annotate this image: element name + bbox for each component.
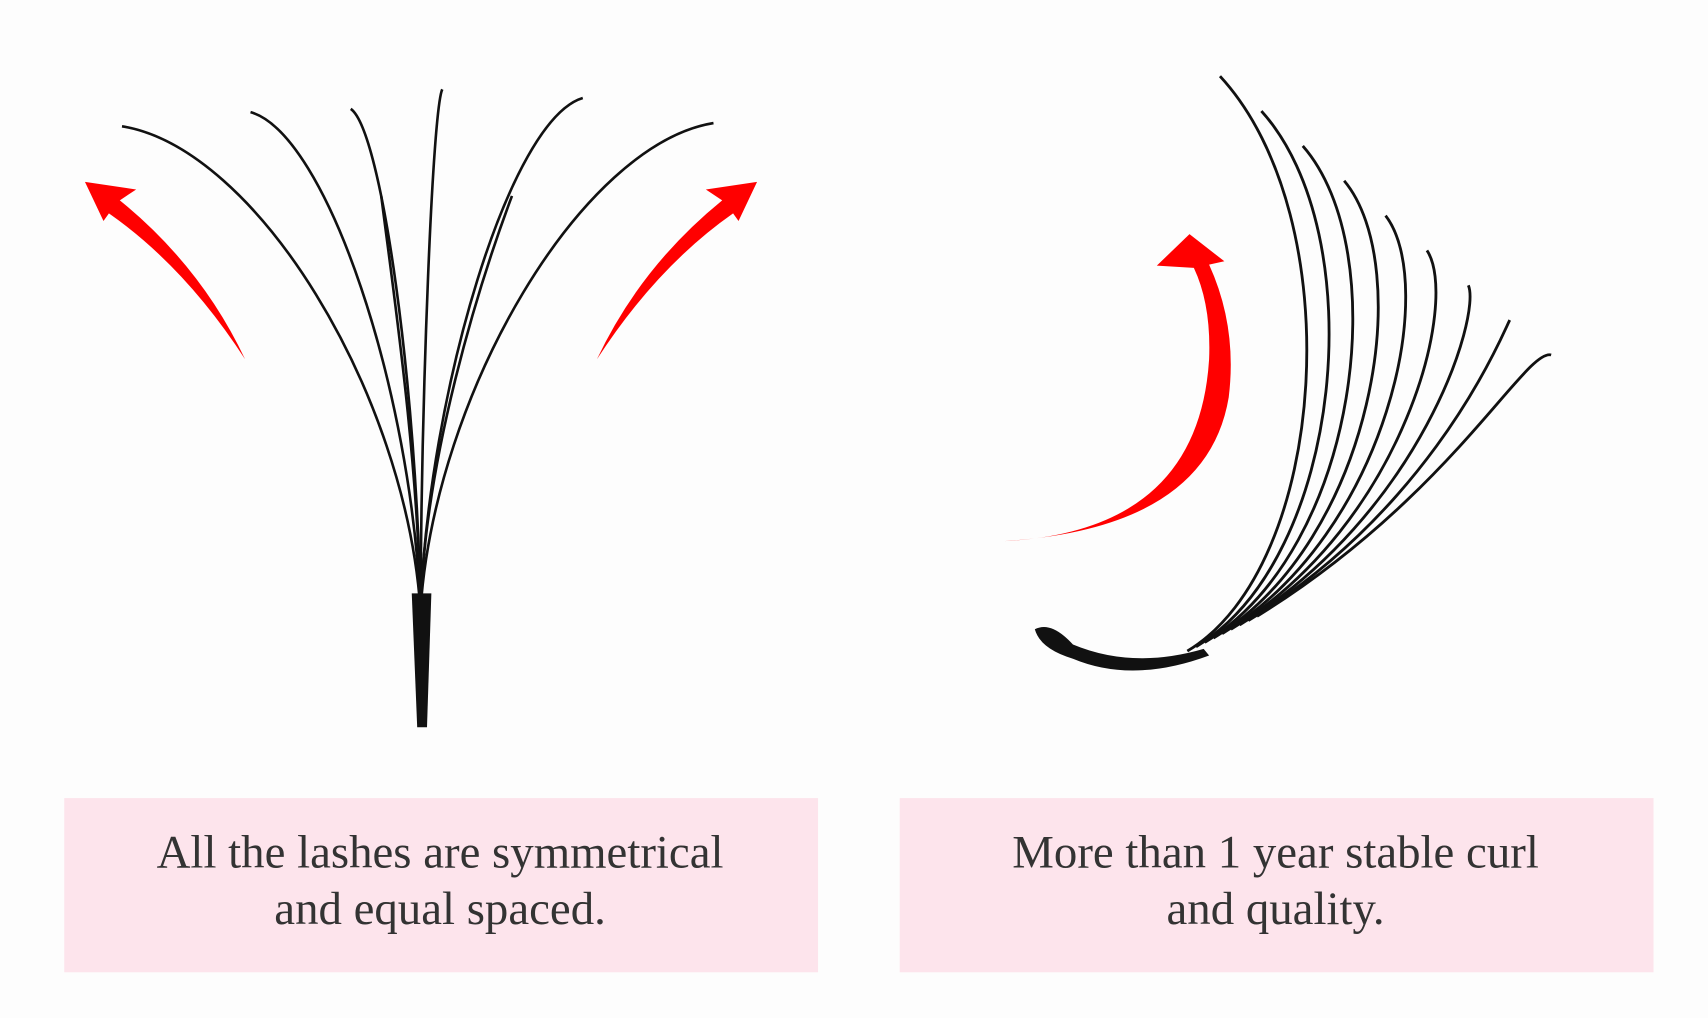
lash [121,125,422,610]
lash [1204,144,1355,644]
curl-base [1034,626,1210,671]
caption-line: and quality. [1167,883,1385,935]
curl-arrow [1004,234,1231,542]
lash [1247,319,1512,622]
lash [419,121,714,610]
lash [1256,353,1552,618]
left-arrow [84,181,246,360]
right-arrow [596,181,758,360]
caption-box [899,798,1654,973]
caption-line: and equal spaced. [274,883,606,935]
lash [1195,110,1331,648]
lash [1186,75,1309,653]
caption-box [64,798,819,973]
lash [1230,249,1438,631]
lash [1212,179,1380,640]
caption-line: All the lashes are symmetrical [157,827,724,879]
lash [1221,214,1408,635]
lash [1238,284,1472,627]
fan-base [411,593,432,728]
lash [250,110,422,610]
fan-lashes [121,88,714,610]
caption-line: More than 1 year stable curl [1012,827,1539,879]
curl-lashes [1186,75,1552,653]
lash [419,88,444,610]
lash [419,195,514,610]
lash [379,195,422,610]
